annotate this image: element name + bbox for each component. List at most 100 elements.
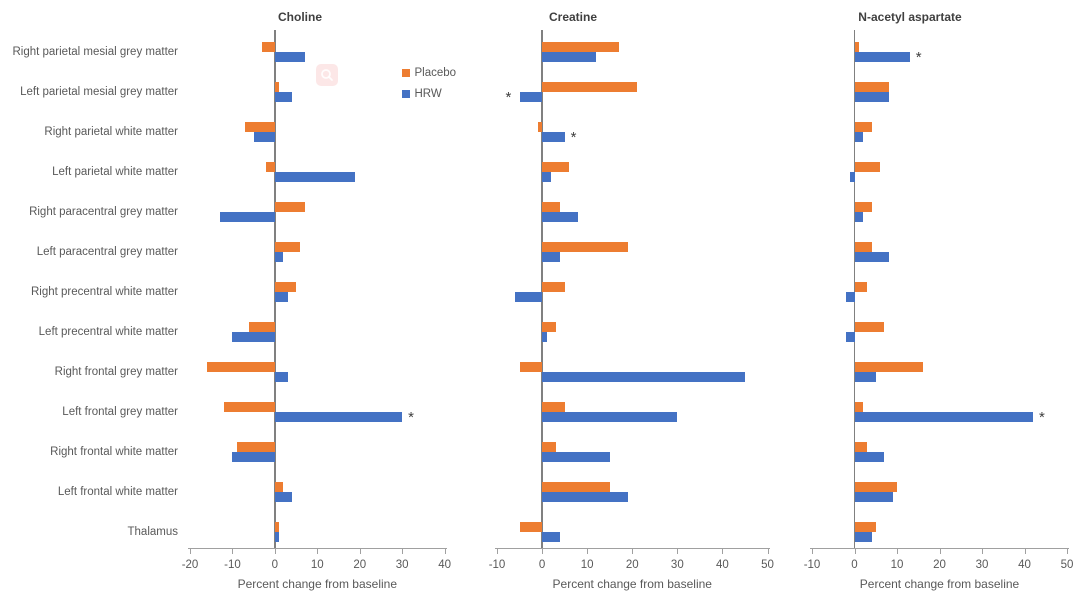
x-tick-label: 50 [761, 559, 774, 571]
bar-placebo [854, 362, 923, 372]
bar-hrw [854, 492, 893, 502]
category-label: Right frontal white matter [50, 446, 178, 458]
x-tick-label: 30 [670, 559, 684, 571]
x-tick-label: 10 [310, 559, 324, 571]
bar-hrw [850, 172, 855, 182]
bar-hrw [542, 212, 579, 222]
bar-placebo [542, 82, 637, 92]
category-label: Left parietal white matter [52, 166, 178, 178]
bar-placebo [542, 242, 628, 252]
x-axis-tick [359, 549, 361, 554]
category-label: Left precentral white matter [38, 326, 178, 338]
bar-hrw [542, 132, 565, 142]
x-tick-label: -10 [803, 559, 821, 571]
x-axis-tick [767, 549, 769, 554]
x-axis-tick [722, 549, 724, 554]
bar-placebo [262, 42, 275, 52]
legend-label: HRW [414, 88, 442, 100]
category-label: Thalamus [127, 526, 179, 538]
x-axis-tick [812, 549, 813, 554]
bar-hrw [846, 292, 855, 302]
bar-hrw [542, 372, 745, 382]
panel-title: N-acetyl aspartate [858, 10, 962, 24]
x-axis-title: Percent change from baseline [237, 577, 398, 591]
x-tick-label: 20 [625, 559, 639, 571]
bar-hrw [542, 532, 561, 542]
bar-hrw [854, 212, 863, 222]
x-axis-tick [190, 549, 191, 554]
bar-hrw [515, 292, 543, 302]
bar-placebo [249, 322, 275, 332]
x-tick-label: 40 [438, 559, 451, 571]
significance-asterisk: * [408, 409, 414, 426]
x-tick-label: 10 [890, 559, 904, 571]
bar-placebo [274, 282, 297, 292]
bar-placebo [245, 122, 275, 132]
significance-asterisk: * [505, 89, 512, 106]
bar-placebo [236, 442, 275, 452]
bar-hrw [542, 172, 552, 182]
x-axis-tick [982, 549, 983, 554]
x-tick-label: 50 [1060, 559, 1074, 571]
x-tick-label: 20 [353, 559, 367, 571]
x-axis-tick [444, 549, 446, 554]
x-axis-tick [542, 549, 544, 554]
bar-placebo [854, 442, 868, 452]
x-tick-label: -10 [224, 559, 241, 571]
x-tick-label: 0 [851, 559, 858, 571]
magnifier-icon [320, 68, 334, 82]
bar-placebo [519, 522, 543, 532]
significance-asterisk: * [915, 49, 922, 66]
x-axis-tick [274, 549, 276, 554]
bar-hrw [274, 292, 288, 302]
bar-placebo [854, 482, 897, 492]
bar-placebo [542, 202, 561, 212]
bar-placebo [542, 402, 565, 412]
bar-hrw [274, 412, 403, 422]
significance-asterisk: * [1039, 409, 1045, 426]
bar-hrw [253, 132, 275, 142]
category-label: Right parietal white matter [44, 126, 178, 138]
bar-placebo [854, 122, 872, 132]
bar-hrw [232, 332, 275, 342]
bar-placebo [854, 162, 880, 172]
bar-hrw [274, 172, 356, 182]
x-axis-line [495, 548, 770, 550]
x-axis-tick [677, 549, 679, 554]
bar-placebo [542, 442, 556, 452]
bar-hrw [274, 372, 288, 382]
bar-hrw [854, 532, 872, 542]
category-label: Right parietal mesial grey matter [12, 46, 178, 58]
bar-placebo [542, 482, 610, 492]
bar-placebo [274, 522, 280, 532]
bar-hrw [274, 92, 292, 102]
bar-hrw [219, 212, 275, 222]
bar-placebo [274, 82, 280, 92]
bar-hrw [542, 252, 561, 262]
category-label: Left frontal white matter [57, 486, 178, 498]
category-label: Left frontal grey matter [62, 406, 178, 418]
bar-hrw [274, 52, 305, 62]
bar-hrw [542, 452, 610, 462]
x-axis-tick [1024, 549, 1026, 554]
bar-placebo [542, 322, 556, 332]
bar-placebo [274, 482, 284, 492]
bar-hrw [854, 92, 889, 102]
x-axis-tick [587, 549, 589, 554]
bar-placebo [542, 282, 565, 292]
magnifier-overlay-button[interactable] [316, 64, 338, 86]
bar-hrw [542, 492, 628, 502]
x-axis-tick [897, 549, 898, 554]
bar-hrw [846, 332, 855, 342]
x-tick-label: 0 [538, 559, 546, 571]
x-tick-label: -10 [488, 559, 506, 571]
bar-placebo [854, 42, 859, 52]
bar-placebo [854, 242, 872, 252]
bar-placebo [542, 162, 570, 172]
x-tick-label: -20 [181, 559, 199, 571]
bar-hrw [542, 52, 597, 62]
x-axis-tick [317, 549, 319, 554]
bar-placebo [542, 42, 619, 52]
bar-placebo [274, 242, 301, 252]
